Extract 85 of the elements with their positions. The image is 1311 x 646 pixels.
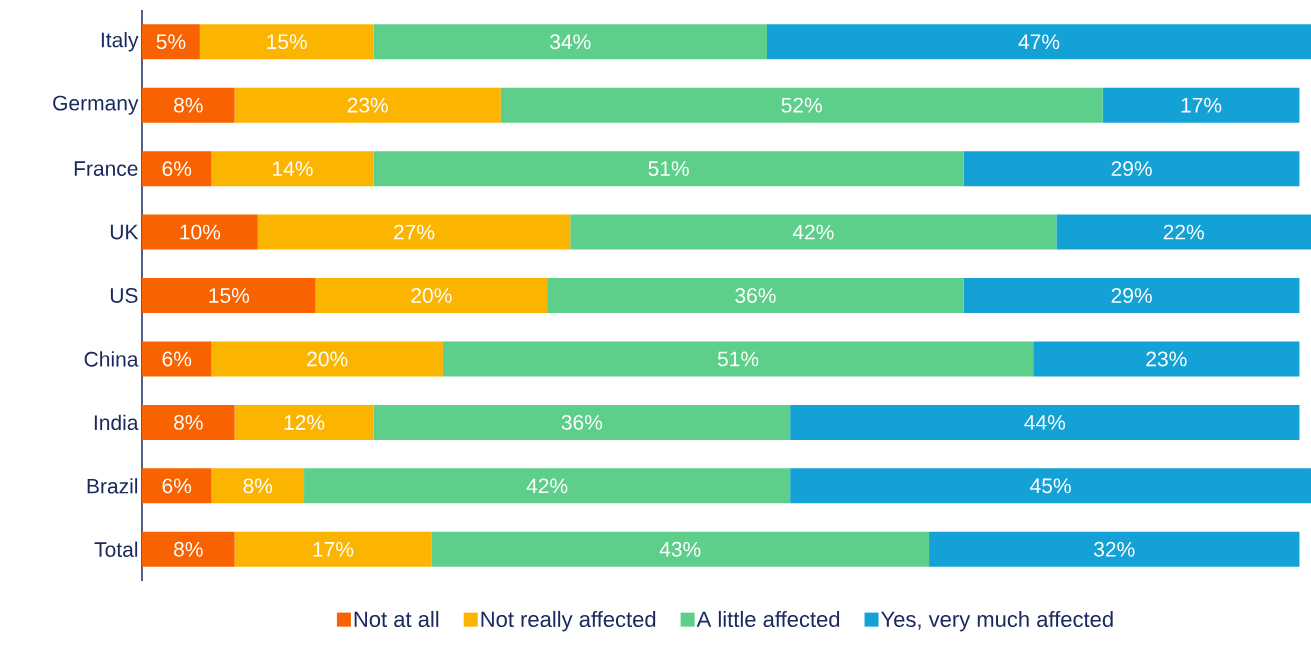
bar: [442, 341, 1034, 377]
data-label: 29%: [1111, 288, 1152, 303]
data-label: 10%: [180, 224, 221, 240]
data-label: 42%: [792, 224, 834, 240]
data-label: 17%: [313, 541, 354, 557]
bar: [790, 468, 1311, 504]
data-label: 29%: [1111, 161, 1152, 177]
y-tick-label: Total: [94, 541, 138, 557]
data-label: 44%: [1024, 415, 1066, 430]
data-label: 23%: [1146, 351, 1187, 367]
bar: [211, 341, 443, 377]
data-label: 6%: [162, 478, 192, 494]
data-label: 17%: [1181, 97, 1222, 113]
bar: [142, 341, 212, 377]
data-label: 20%: [411, 288, 452, 303]
data-label: 22%: [1163, 224, 1204, 240]
y-tick-label: China: [84, 351, 139, 367]
data-label: 20%: [307, 351, 348, 367]
data-label: 32%: [1094, 541, 1135, 557]
data-label: 5%: [156, 34, 186, 50]
bar: [373, 151, 964, 187]
bar: [142, 24, 200, 60]
bar: [234, 531, 432, 567]
data-label: 6%: [162, 351, 192, 367]
data-label: 15%: [267, 34, 307, 50]
data-label: 23%: [347, 97, 388, 113]
y-tick-label: Brazil: [87, 478, 138, 494]
legend-label: Yes, very much affected: [881, 610, 1113, 632]
bar: [373, 24, 768, 60]
bar: [1033, 341, 1300, 377]
data-label: 47%: [1018, 34, 1060, 50]
bar: [570, 214, 1057, 250]
bar: [142, 468, 212, 504]
data-label: 8%: [174, 97, 203, 113]
y-tick-label: Italy: [101, 31, 139, 52]
bar: [199, 24, 374, 60]
data-label: 51%: [648, 161, 689, 176]
bar: [142, 214, 258, 250]
bar: [373, 404, 791, 440]
bar: [929, 531, 1300, 567]
bar: [234, 87, 501, 123]
bar: [211, 468, 305, 504]
data-label: 27%: [394, 224, 435, 240]
data-label: 36%: [735, 288, 776, 303]
y-tick-label: UK: [110, 224, 139, 240]
bar: [963, 151, 1300, 187]
data-label: 34%: [550, 34, 591, 50]
y-tick-label: France: [74, 161, 138, 176]
data-label: 45%: [1030, 478, 1071, 494]
legend-label: A little affected: [696, 610, 840, 628]
y-tick-label: US: [110, 288, 138, 303]
data-label: 15%: [209, 288, 250, 303]
bar: [304, 468, 791, 504]
data-label: 8%: [243, 478, 273, 494]
bar: [767, 24, 1311, 60]
data-label: 36%: [561, 414, 603, 430]
data-label: 12%: [284, 415, 325, 430]
y-tick-label: Germany: [53, 95, 139, 115]
bar: [315, 278, 548, 314]
bar: [500, 87, 1103, 123]
legend-label: Not really affected: [481, 610, 656, 632]
bar: [142, 87, 235, 123]
bar: [547, 278, 964, 314]
bar: [142, 151, 212, 187]
bar: [963, 278, 1300, 314]
bar: [257, 214, 571, 250]
data-label: 51%: [717, 351, 759, 367]
data-label: 6%: [162, 161, 192, 177]
bar: [431, 531, 930, 567]
bar: [142, 278, 316, 314]
data-label: 8%: [174, 414, 203, 430]
data-label: 8%: [174, 541, 203, 557]
legend-label: Not at all: [354, 610, 439, 628]
bar: [142, 531, 235, 567]
bar: [790, 404, 1300, 440]
bar: [211, 151, 374, 187]
data-label: 42%: [526, 478, 568, 494]
data-label: 52%: [781, 97, 822, 113]
bar: [234, 404, 374, 440]
bar: [1102, 87, 1300, 123]
bar: [1056, 214, 1311, 250]
bar: [142, 404, 235, 440]
data-label: 14%: [273, 161, 313, 176]
data-label: 43%: [659, 541, 701, 557]
y-tick-label: India: [94, 414, 139, 431]
